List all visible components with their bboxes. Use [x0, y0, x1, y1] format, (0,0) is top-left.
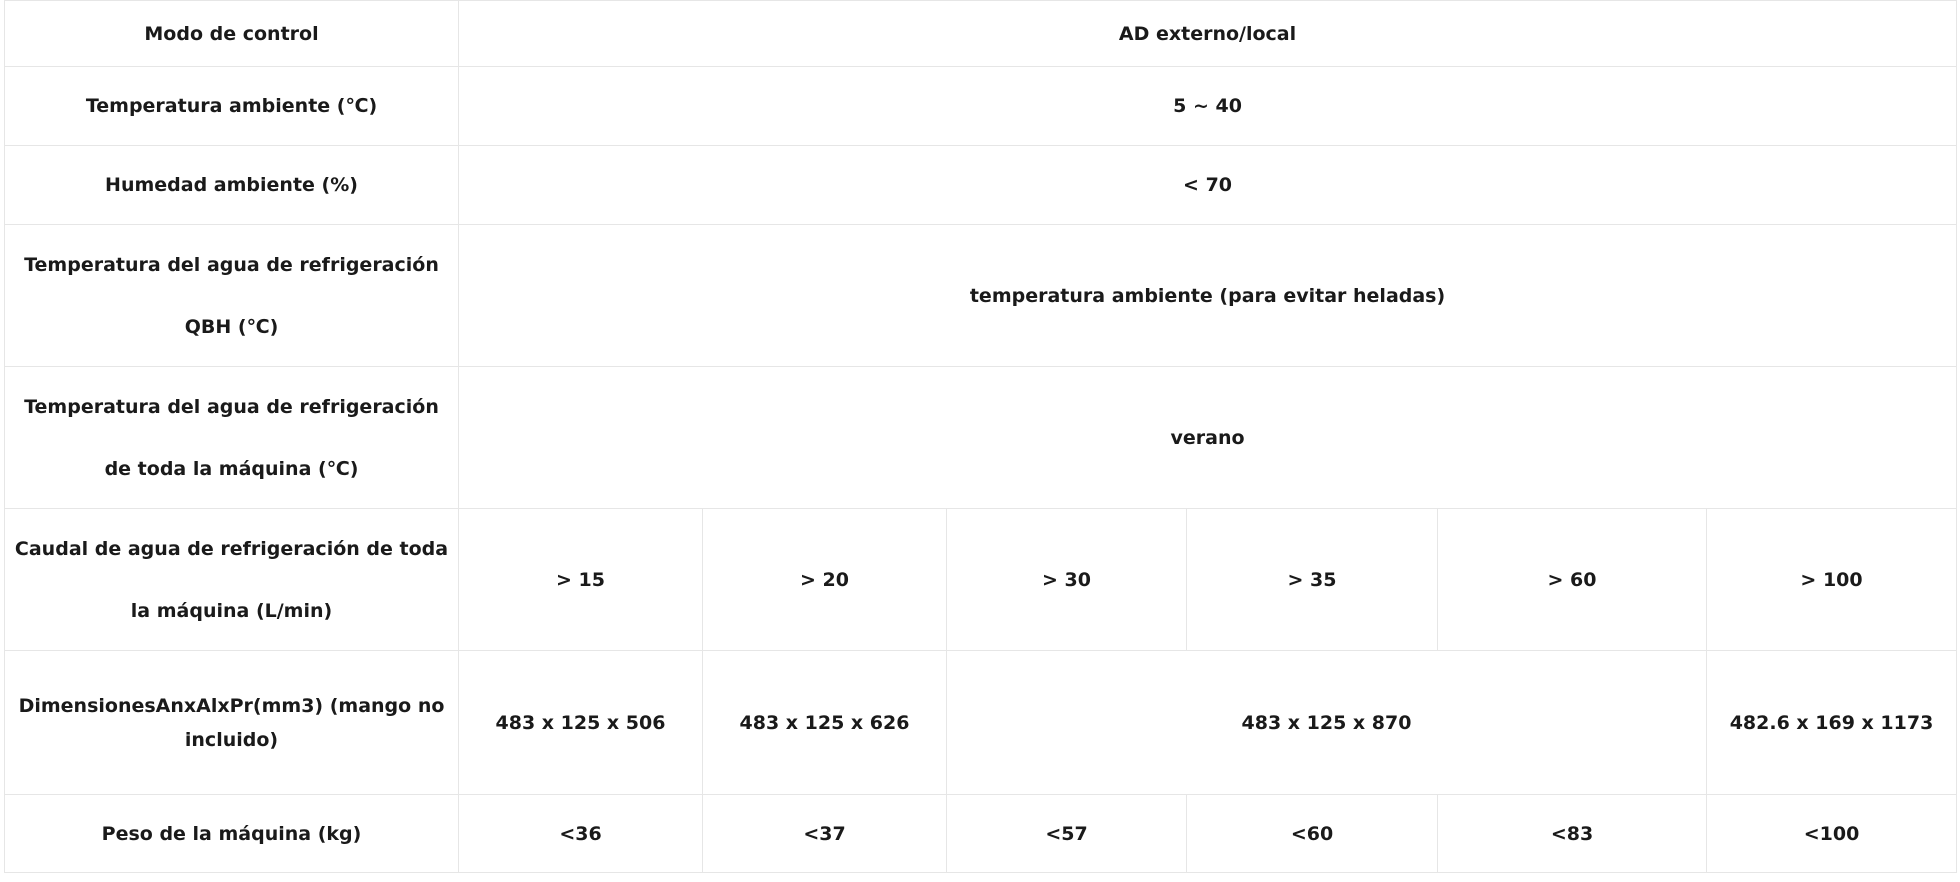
row-label: Modo de control	[4, 0, 459, 67]
row-label: Peso de la máquina (kg)	[4, 794, 459, 873]
row-value: 483 x 125 x 626	[702, 650, 947, 795]
table-row-control-mode: Modo de control AD externo/local	[4, 0, 1958, 67]
row-label: DimensionesAnxAlxPr(mm3) (mango no inclu…	[4, 650, 459, 795]
row-label: Caudal de agua de refrigeración de toda …	[4, 508, 459, 651]
row-value: <100	[1705, 794, 1958, 873]
row-value: <57	[946, 794, 1187, 873]
row-value: temperatura ambiente (para evitar helada…	[457, 224, 1958, 367]
row-value: <83	[1437, 794, 1707, 873]
row-value: 483 x 125 x 870	[946, 650, 1707, 795]
row-value: < 70	[457, 145, 1958, 225]
row-label: Temperatura del agua de refrigeración QB…	[4, 224, 459, 367]
row-value: > 15	[458, 508, 703, 651]
row-value: AD externo/local	[457, 0, 1958, 67]
row-value: verano	[457, 366, 1958, 509]
row-value: > 20	[702, 508, 947, 651]
row-label: Temperatura ambiente (℃)	[4, 66, 459, 146]
row-value: <37	[702, 794, 947, 873]
table-row-qbh-water-temperature: Temperatura del agua de refrigeración QB…	[4, 224, 1958, 367]
row-label: Humedad ambiente (%)	[4, 145, 459, 225]
row-value: 483 x 125 x 506	[458, 650, 703, 795]
row-value: <36	[458, 794, 703, 873]
table-row-machine-weight: Peso de la máquina (kg) <36 <37 <57 <60 …	[4, 794, 1958, 873]
table-row-dimensions: DimensionesAnxAlxPr(mm3) (mango no inclu…	[4, 650, 1958, 795]
row-value: > 30	[946, 508, 1187, 651]
row-value: > 60	[1437, 508, 1707, 651]
table-row-machine-water-temperature: Temperatura del agua de refrigeración de…	[4, 366, 1958, 509]
table-row-ambient-temperature: Temperatura ambiente (℃) 5 ~ 40	[4, 66, 1958, 146]
specifications-table: Modo de control AD externo/local Tempera…	[4, 0, 1958, 873]
row-label: Temperatura del agua de refrigeración de…	[4, 366, 459, 509]
row-value: > 35	[1186, 508, 1438, 651]
row-value: <60	[1186, 794, 1438, 873]
row-value: 482.6 x 169 x 1173	[1705, 650, 1958, 795]
table-row-water-flow: Caudal de agua de refrigeración de toda …	[4, 508, 1958, 651]
row-value: 5 ~ 40	[457, 66, 1958, 146]
table-row-ambient-humidity: Humedad ambiente (%) < 70	[4, 145, 1958, 225]
row-value: > 100	[1705, 508, 1958, 651]
